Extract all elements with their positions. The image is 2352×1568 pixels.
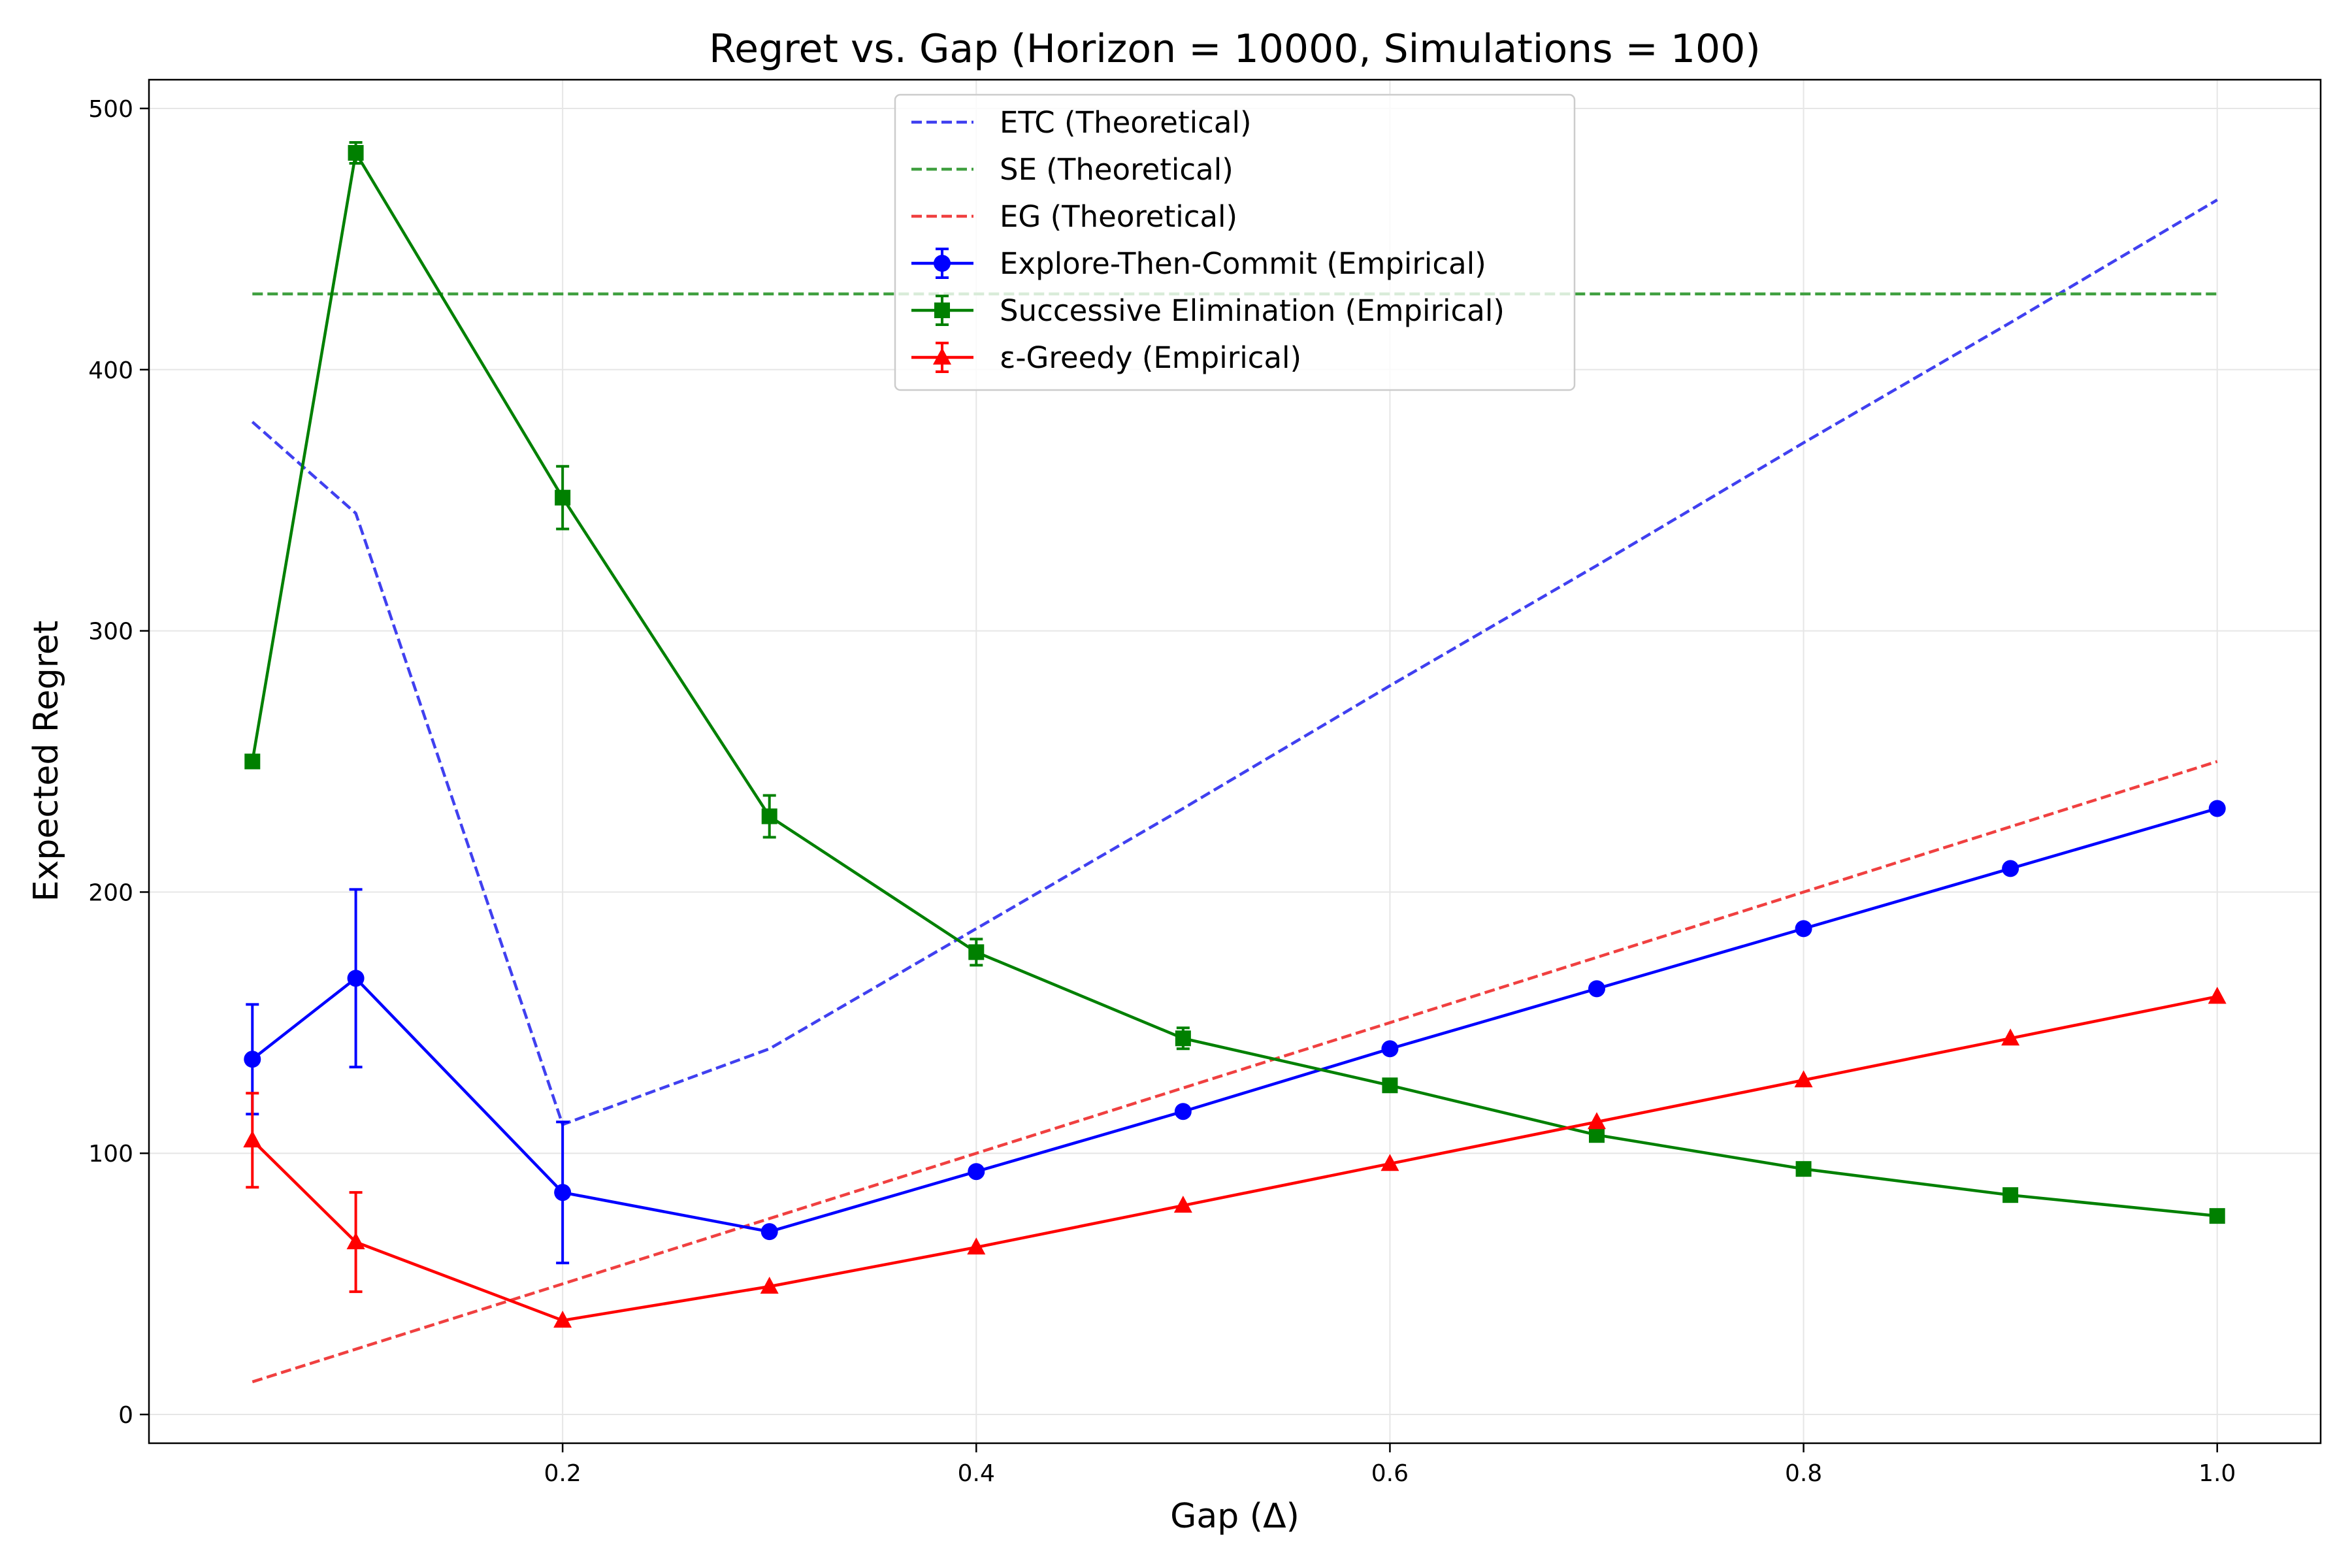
y-tick-label: 200 [88,879,133,906]
data-point [760,1223,778,1241]
x-tick-label: 0.2 [544,1460,581,1487]
data-point [2209,1208,2225,1224]
data-point [2002,1187,2019,1203]
theoretical-line [252,760,2218,1384]
legend-label: EG (Theoretical) [1000,199,1237,234]
theoretical-line [251,198,2218,1127]
data-point [1174,1103,1192,1120]
data-point [2001,1028,2020,1046]
data-point [555,489,571,506]
legend-entry: Explore-Then-Commit (Empirical) [911,246,1486,281]
legend-label: ε-Greedy (Empirical) [1000,340,1301,375]
data-point [243,1130,262,1148]
y-tick-label: 500 [88,96,133,123]
empirical-series [244,140,2225,1224]
x-tick-label: 0.8 [1785,1460,1822,1487]
x-tick-label: 1.0 [2198,1460,2236,1487]
legend-items: ETC (Theoretical) SE (Theoretical) EG (The… [911,105,1505,375]
y-tick-label: 100 [88,1141,133,1168]
data-point [2002,860,2019,877]
data-point [967,1237,986,1255]
data-point [348,144,364,161]
plot-area [243,140,2227,1384]
legend-label: Successive Elimination (Empirical) [1000,293,1505,328]
y-axis-label: Expected Regret [27,621,66,902]
data-point [347,970,365,987]
data-point [2208,987,2227,1004]
data-point [1589,1127,1605,1143]
legend-entry: EG (Theoretical) [911,199,1237,234]
data-point [1588,1112,1606,1130]
legend-entry: SE (Theoretical) [911,152,1233,187]
x-tick-label: 0.6 [1371,1460,1409,1487]
data-point [346,1232,365,1250]
data-point [1795,1161,1812,1177]
legend-entry: Successive Elimination (Empirical) [911,293,1505,328]
data-point [1795,920,1812,938]
axes-frame [148,78,2322,1445]
legend: ETC (Theoretical) SE (Theoretical) EG (The… [894,93,1576,391]
data-point [1381,1040,1399,1058]
y-tick-label: 400 [88,357,133,384]
legend-entry: ε-Greedy (Empirical) [911,340,1301,375]
data-point [761,808,777,825]
empirical-series [244,800,2226,1265]
data-point [2208,800,2226,817]
empirical-series [243,987,2227,1328]
legend-frame [894,93,1576,391]
data-point [244,1051,261,1068]
data-point [968,1163,985,1181]
legend-label: Explore-Then-Commit (Empirical) [1000,246,1486,281]
data-point [760,1277,779,1294]
legend-marker [933,348,951,365]
legend-label: ETC (Theoretical) [1000,105,1252,140]
data-point [244,753,261,770]
data-point [1175,1030,1191,1047]
legend-marker [934,255,951,272]
data-point [1380,1154,1399,1171]
data-point [1173,1196,1192,1213]
chart-title: Regret vs. Gap (Horizon = 10000, Simulat… [709,26,1761,72]
axis-ticks: 0.2 0.4 0.6 0.8 1.0 0 100 200 300 400 500 [88,96,2236,1487]
x-tick-label: 0.4 [958,1460,995,1487]
data-point [554,1184,572,1201]
legend-label: SE (Theoretical) [1000,152,1233,187]
legend-entry: ETC (Theoretical) [911,105,1252,140]
legend-marker [934,302,950,318]
y-tick-label: 300 [88,619,133,645]
x-axis-label: Gap (Δ) [1170,1497,1299,1536]
data-point [1794,1070,1813,1088]
data-point [553,1311,572,1328]
data-point [1588,980,1605,998]
data-point [968,944,985,960]
y-tick-label: 0 [118,1402,133,1429]
data-point [1382,1077,1398,1094]
